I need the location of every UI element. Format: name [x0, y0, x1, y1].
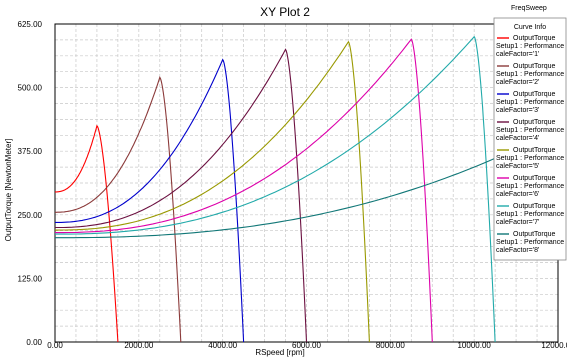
legend-label: OutputTorque — [513, 231, 556, 238]
legend-label: Setup1 : Performance — [496, 211, 564, 218]
legend-label: Setup1 : Performance — [496, 99, 564, 106]
series-line-4 — [55, 48, 308, 342]
x-tick-label: 2000.00 — [124, 341, 153, 350]
legend-header: Curve Info — [514, 24, 546, 31]
x-tick-label: 10000.00 — [457, 341, 491, 350]
legend-label: caleFactor='4' — [496, 135, 539, 142]
legend-label: OutputTorque — [513, 63, 556, 70]
legend[interactable]: FreqSweep Curve Info OutputTorqueSetup1 … — [493, 5, 567, 261]
y-tick-label: 625.00 — [18, 20, 43, 29]
x-tick-label: 8000.00 — [376, 341, 405, 350]
legend-label: caleFactor='6' — [496, 191, 539, 198]
series-line-8 — [55, 127, 558, 239]
y-tick-label: 0.00 — [26, 338, 42, 347]
x-axis-label: RSpeed [rpm] — [255, 348, 304, 357]
series-line-5 — [55, 40, 370, 342]
x-tick-label: 0.00 — [47, 341, 63, 350]
legend-label: OutputTorque — [513, 119, 556, 126]
legend-label: OutputTorque — [513, 203, 556, 210]
y-tick-label: 375.00 — [18, 147, 43, 156]
legend-corner-label: FreqSweep — [511, 5, 547, 12]
series-line-2 — [55, 76, 182, 342]
series-line-1 — [55, 124, 119, 342]
legend-label: Setup1 : Performance — [496, 127, 564, 134]
series-line-3 — [55, 58, 245, 342]
legend-label: caleFactor='8' — [496, 247, 539, 254]
x-tick-label: 12000.00 — [541, 341, 567, 350]
legend-label: Setup1 : Performance — [496, 43, 564, 50]
legend-label: OutputTorque — [513, 147, 556, 154]
legend-label: caleFactor='3' — [496, 107, 539, 114]
legend-label: caleFactor='7' — [496, 219, 539, 226]
legend-label: Setup1 : Performance — [496, 71, 564, 78]
legend-label: OutputTorque — [513, 175, 556, 182]
legend-label: caleFactor='2' — [496, 79, 539, 86]
y-tick-label: 250.00 — [18, 211, 43, 220]
chart-title: XY Plot 2 — [260, 5, 310, 19]
legend-label: Setup1 : Performance — [496, 239, 564, 246]
y-tick-label: 500.00 — [18, 84, 43, 93]
x-tick-label: 4000.00 — [208, 341, 237, 350]
legend-label: caleFactor='1' — [496, 51, 539, 58]
legend-label: Setup1 : Performance — [496, 155, 564, 162]
legend-label: OutputTorque — [513, 91, 556, 98]
legend-label: Setup1 : Performance — [496, 183, 564, 190]
legend-label: OutputTorque — [513, 35, 556, 42]
y-tick-label: 125.00 — [18, 274, 43, 283]
legend-label: caleFactor='5' — [496, 163, 539, 170]
series-line-6 — [55, 38, 433, 342]
x-tick-label: 6000.00 — [292, 341, 321, 350]
y-axis-label: OutputTorque [NewtonMeter] — [4, 139, 13, 242]
series-line-7 — [55, 35, 496, 342]
legend-box — [493, 17, 567, 261]
